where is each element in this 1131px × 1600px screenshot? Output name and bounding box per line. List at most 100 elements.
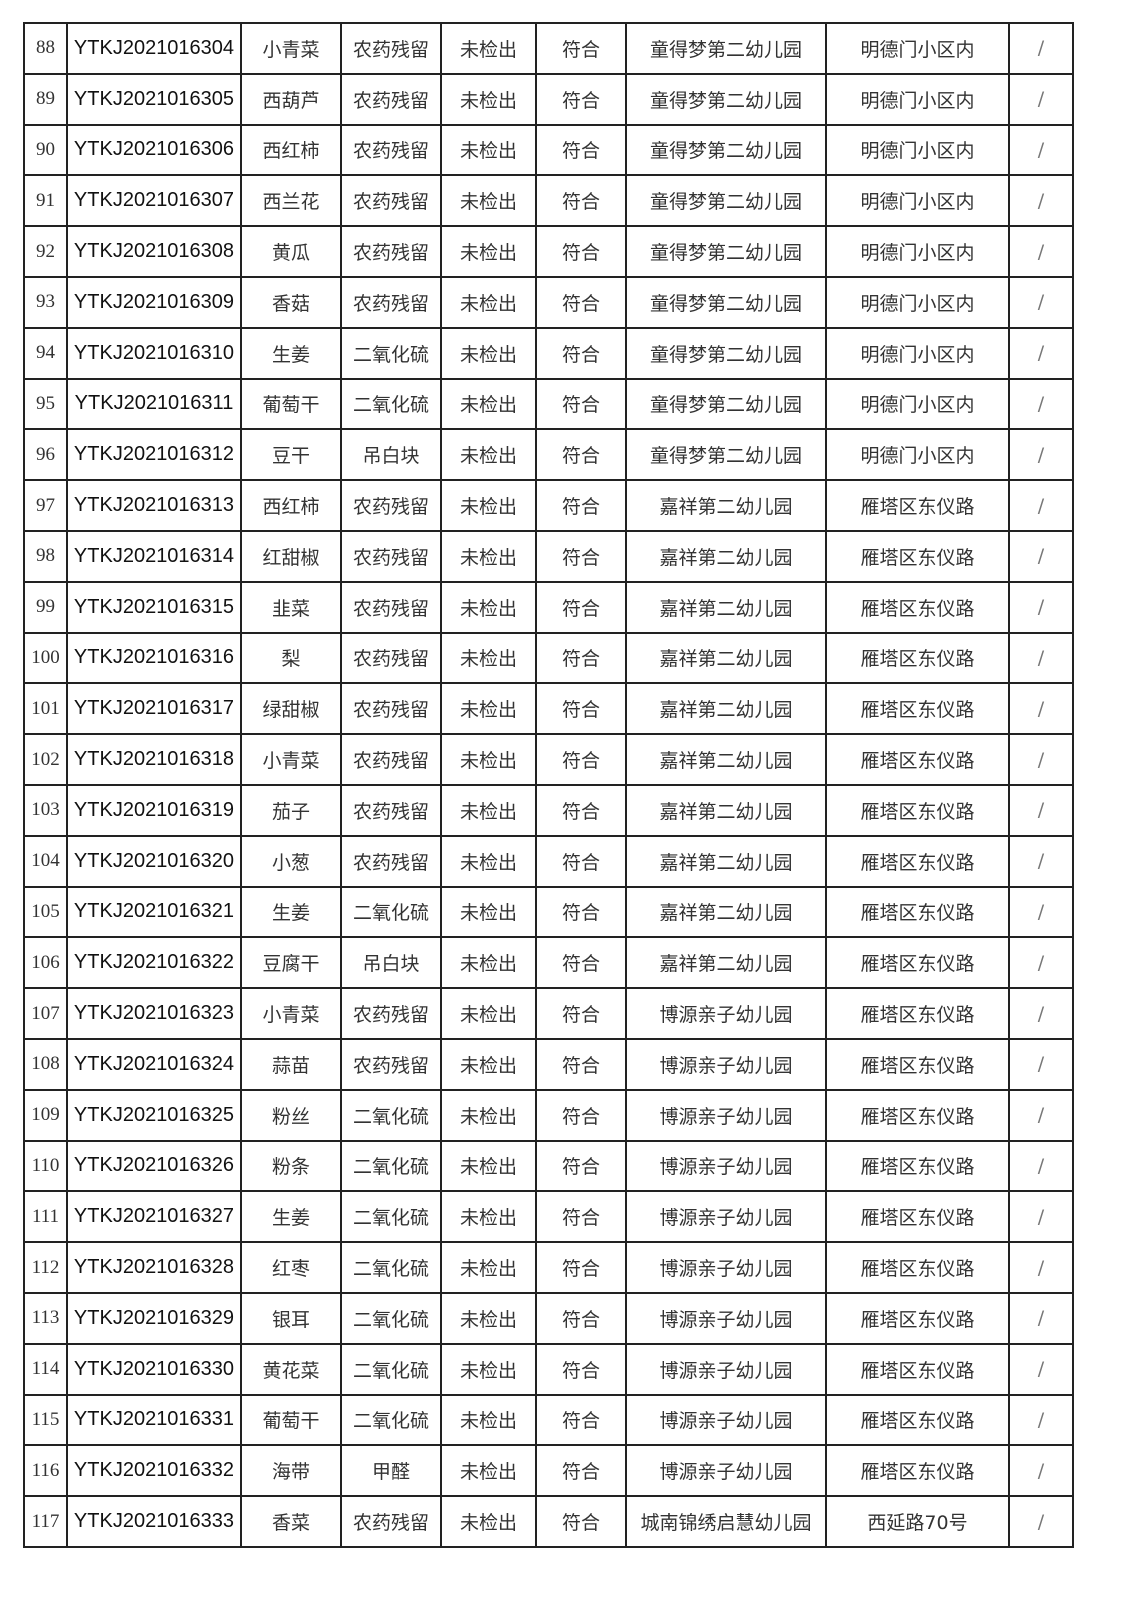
remark-cell: / <box>1008 225 1074 278</box>
table-row: 90 YTKJ2021016306 西红柿 农药残留 未检出 符合 童得梦第二幼儿园 明德门小… <box>23 123 1074 177</box>
row-number-cell: 98 <box>23 529 68 583</box>
test-item-cell: 农药残留 <box>340 733 442 786</box>
sample-name-cell: 银耳 <box>240 1291 342 1345</box>
test-result-cell: 未检出 <box>440 987 537 1040</box>
conclusion-cell: 符合 <box>535 1241 627 1294</box>
row-number-cell: 100 <box>23 631 68 685</box>
school-name-cell: 童得梦第二幼儿园 <box>625 174 827 228</box>
remark-cell: / <box>1008 1139 1074 1193</box>
sample-name-cell: 蒜苗 <box>240 1037 342 1091</box>
test-result-cell: 未检出 <box>440 1393 537 1447</box>
remark-cell: / <box>1008 1342 1074 1396</box>
school-name-cell: 童得梦第二幼儿园 <box>625 22 827 75</box>
address-cell: 雁塔区东仪路 <box>825 987 1010 1040</box>
sample-code-cell: YTKJ2021016332 <box>66 1444 242 1498</box>
sample-code-cell: YTKJ2021016323 <box>66 987 242 1040</box>
test-item-cell: 吊白块 <box>340 936 442 990</box>
test-item-cell: 二氧化硫 <box>340 377 442 431</box>
sample-name-cell: 绿甜椒 <box>240 682 342 736</box>
table-row: 114 YTKJ2021016330 黄花菜 二氧化硫 未检出 符合 博源亲子幼儿园 雁塔区东… <box>23 1342 1074 1396</box>
conclusion-cell: 符合 <box>535 1495 627 1548</box>
row-number-cell: 97 <box>23 479 68 532</box>
test-result-cell: 未检出 <box>440 479 537 532</box>
sample-code-cell: YTKJ2021016324 <box>66 1037 242 1091</box>
address-cell: 雁塔区东仪路 <box>825 1088 1010 1142</box>
sample-name-cell: 小青菜 <box>240 733 342 786</box>
remark-cell: / <box>1008 682 1074 736</box>
test-item-cell: 二氧化硫 <box>340 1393 442 1447</box>
sample-name-cell: 红枣 <box>240 1241 342 1294</box>
test-item-cell: 吊白块 <box>340 428 442 482</box>
conclusion-cell: 符合 <box>535 783 627 837</box>
sample-code-cell: YTKJ2021016321 <box>66 885 242 939</box>
test-item-cell: 农药残留 <box>340 72 442 126</box>
sample-name-cell: 香菇 <box>240 275 342 329</box>
address-cell: 明德门小区内 <box>825 428 1010 482</box>
remark-cell: / <box>1008 631 1074 685</box>
remark-cell: / <box>1008 1088 1074 1142</box>
remark-cell: / <box>1008 1393 1074 1447</box>
table-row: 95 YTKJ2021016311 葡萄干 二氧化硫 未检出 符合 童得梦第二幼儿园 明德门小… <box>23 377 1074 431</box>
test-item-cell: 农药残留 <box>340 123 442 177</box>
conclusion-cell: 符合 <box>535 1444 627 1498</box>
school-name-cell: 嘉祥第二幼儿园 <box>625 834 827 888</box>
test-item-cell: 二氧化硫 <box>340 1088 442 1142</box>
conclusion-cell: 符合 <box>535 529 627 583</box>
conclusion-cell: 符合 <box>535 936 627 990</box>
remark-cell: / <box>1008 1190 1074 1244</box>
test-item-cell: 农药残留 <box>340 987 442 1040</box>
sample-code-cell: YTKJ2021016315 <box>66 580 242 634</box>
remark-cell: / <box>1008 1037 1074 1091</box>
test-item-cell: 农药残留 <box>340 783 442 837</box>
sample-name-cell: 黄花菜 <box>240 1342 342 1396</box>
remark-cell: / <box>1008 428 1074 482</box>
address-cell: 明德门小区内 <box>825 174 1010 228</box>
remark-cell: / <box>1008 479 1074 532</box>
address-cell: 雁塔区东仪路 <box>825 834 1010 888</box>
conclusion-cell: 符合 <box>535 377 627 431</box>
test-result-cell: 未检出 <box>440 72 537 126</box>
sample-name-cell: 生姜 <box>240 326 342 380</box>
table-row: 97 YTKJ2021016313 西红柿 农药残留 未检出 符合 嘉祥第二幼儿园 雁塔区东仪… <box>23 479 1074 532</box>
test-result-cell: 未检出 <box>440 1190 537 1244</box>
test-item-cell: 农药残留 <box>340 631 442 685</box>
school-name-cell: 博源亲子幼儿园 <box>625 987 827 1040</box>
table-row: 109 YTKJ2021016325 粉丝 二氧化硫 未检出 符合 博源亲子幼儿园 雁塔区东仪… <box>23 1088 1074 1142</box>
row-number-cell: 109 <box>23 1088 68 1142</box>
sample-name-cell: 豆干 <box>240 428 342 482</box>
conclusion-cell: 符合 <box>535 580 627 634</box>
sample-name-cell: 葡萄干 <box>240 377 342 431</box>
sample-code-cell: YTKJ2021016331 <box>66 1393 242 1447</box>
test-item-cell: 二氧化硫 <box>340 1241 442 1294</box>
table-row: 116 YTKJ2021016332 海带 甲醛 未检出 符合 博源亲子幼儿园 雁塔区东仪路 / <box>23 1444 1074 1498</box>
address-cell: 雁塔区东仪路 <box>825 1444 1010 1498</box>
remark-cell: / <box>1008 783 1074 837</box>
address-cell: 明德门小区内 <box>825 275 1010 329</box>
table-row: 102 YTKJ2021016318 小青菜 农药残留 未检出 符合 嘉祥第二幼儿园 雁塔区东… <box>23 733 1074 786</box>
sample-name-cell: 西葫芦 <box>240 72 342 126</box>
table-row: 108 YTKJ2021016324 蒜苗 农药残留 未检出 符合 博源亲子幼儿园 雁塔区东仪… <box>23 1037 1074 1091</box>
test-result-cell: 未检出 <box>440 1495 537 1548</box>
test-item-cell: 甲醛 <box>340 1444 442 1498</box>
test-result-cell: 未检出 <box>440 428 537 482</box>
table-row: 110 YTKJ2021016326 粉条 二氧化硫 未检出 符合 博源亲子幼儿园 雁塔区东仪… <box>23 1139 1074 1193</box>
sample-code-cell: YTKJ2021016328 <box>66 1241 242 1294</box>
remark-cell: / <box>1008 72 1074 126</box>
remark-cell: / <box>1008 275 1074 329</box>
sample-name-cell: 梨 <box>240 631 342 685</box>
conclusion-cell: 符合 <box>535 1291 627 1345</box>
sample-code-cell: YTKJ2021016310 <box>66 326 242 380</box>
row-number-cell: 117 <box>23 1495 68 1548</box>
conclusion-cell: 符合 <box>535 631 627 685</box>
row-number-cell: 99 <box>23 580 68 634</box>
test-result-cell: 未检出 <box>440 580 537 634</box>
sample-name-cell: 海带 <box>240 1444 342 1498</box>
address-cell: 明德门小区内 <box>825 72 1010 126</box>
remark-cell: / <box>1008 377 1074 431</box>
sample-name-cell: 黄瓜 <box>240 225 342 278</box>
sample-name-cell: 红甜椒 <box>240 529 342 583</box>
test-item-cell: 农药残留 <box>340 225 442 278</box>
remark-cell: / <box>1008 1495 1074 1548</box>
remark-cell: / <box>1008 174 1074 228</box>
test-item-cell: 二氧化硫 <box>340 326 442 380</box>
